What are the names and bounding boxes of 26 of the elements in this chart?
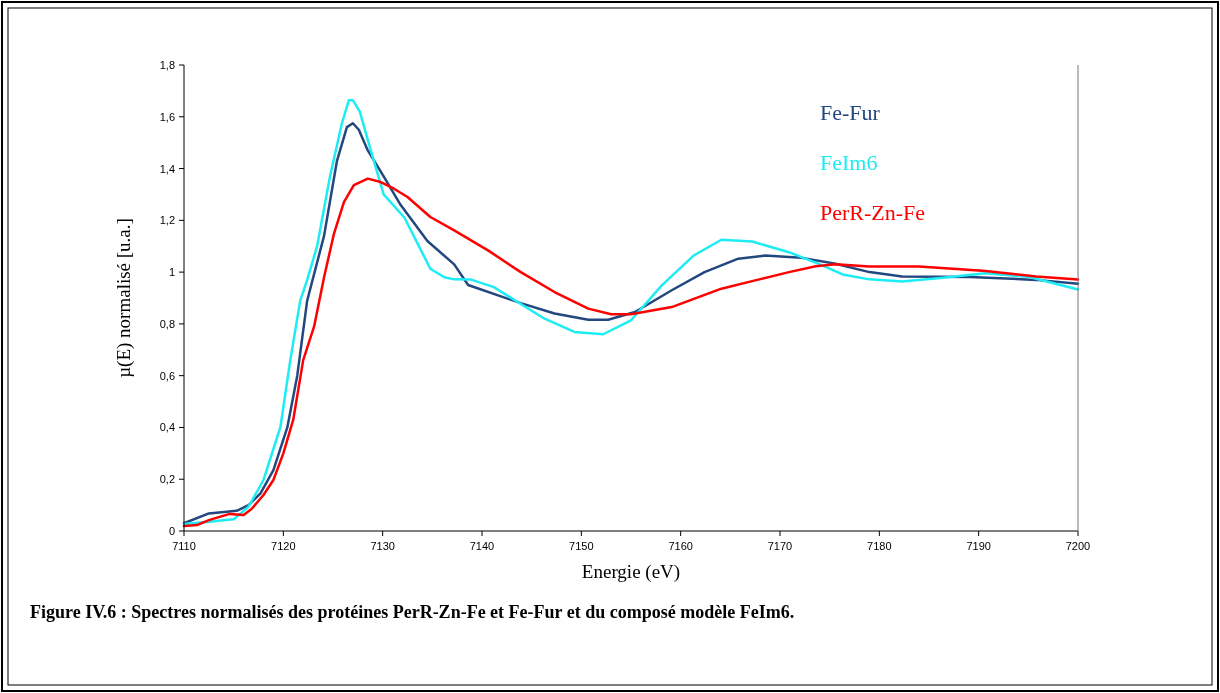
x-tick-label: 7120 — [271, 540, 296, 552]
y-tick-label: 1,4 — [159, 162, 175, 175]
y-tick-label: 1,2 — [159, 214, 175, 227]
x-tick-label: 7180 — [867, 540, 892, 552]
x-tick-label: 7200 — [1065, 540, 1091, 552]
text: FeIm6 — [820, 150, 878, 175]
x-tick-label: 7190 — [966, 540, 991, 552]
x-axis-title: Energie (eV) — [581, 561, 681, 583]
text: Figure IV.6 : Spectres normalisés des protéines PerR-Zn-Fe et Fe-Fur et du composé modèle FeIm6. — [30, 602, 795, 622]
x-tick-label: 7110 — [172, 540, 196, 552]
y-tick-label: 1 — [168, 266, 175, 279]
y-tick-label: 1,8 — [159, 59, 175, 71]
y-tick-label: 0,4 — [159, 421, 175, 434]
x-tick-label: 7170 — [767, 540, 793, 552]
series-label: PerR-Zn-Fe — [820, 200, 926, 225]
y-tick-label: 0 — [168, 525, 175, 537]
y-tick-label: 0,2 — [159, 473, 175, 486]
text: Fe-Fur — [820, 100, 881, 125]
x-tick-label: 7160 — [668, 540, 693, 552]
y-tick-label: 0,8 — [159, 317, 175, 330]
x-tick-label: 7150 — [569, 540, 594, 552]
y-tick-label: 1,6 — [159, 110, 175, 123]
y-axis-title: µ(E) normalisé [u.a.] — [113, 218, 135, 378]
y-tick-label: 0,6 — [159, 369, 175, 382]
x-tick-label: 7140 — [469, 540, 495, 552]
x-tick-label: 7130 — [370, 540, 395, 552]
